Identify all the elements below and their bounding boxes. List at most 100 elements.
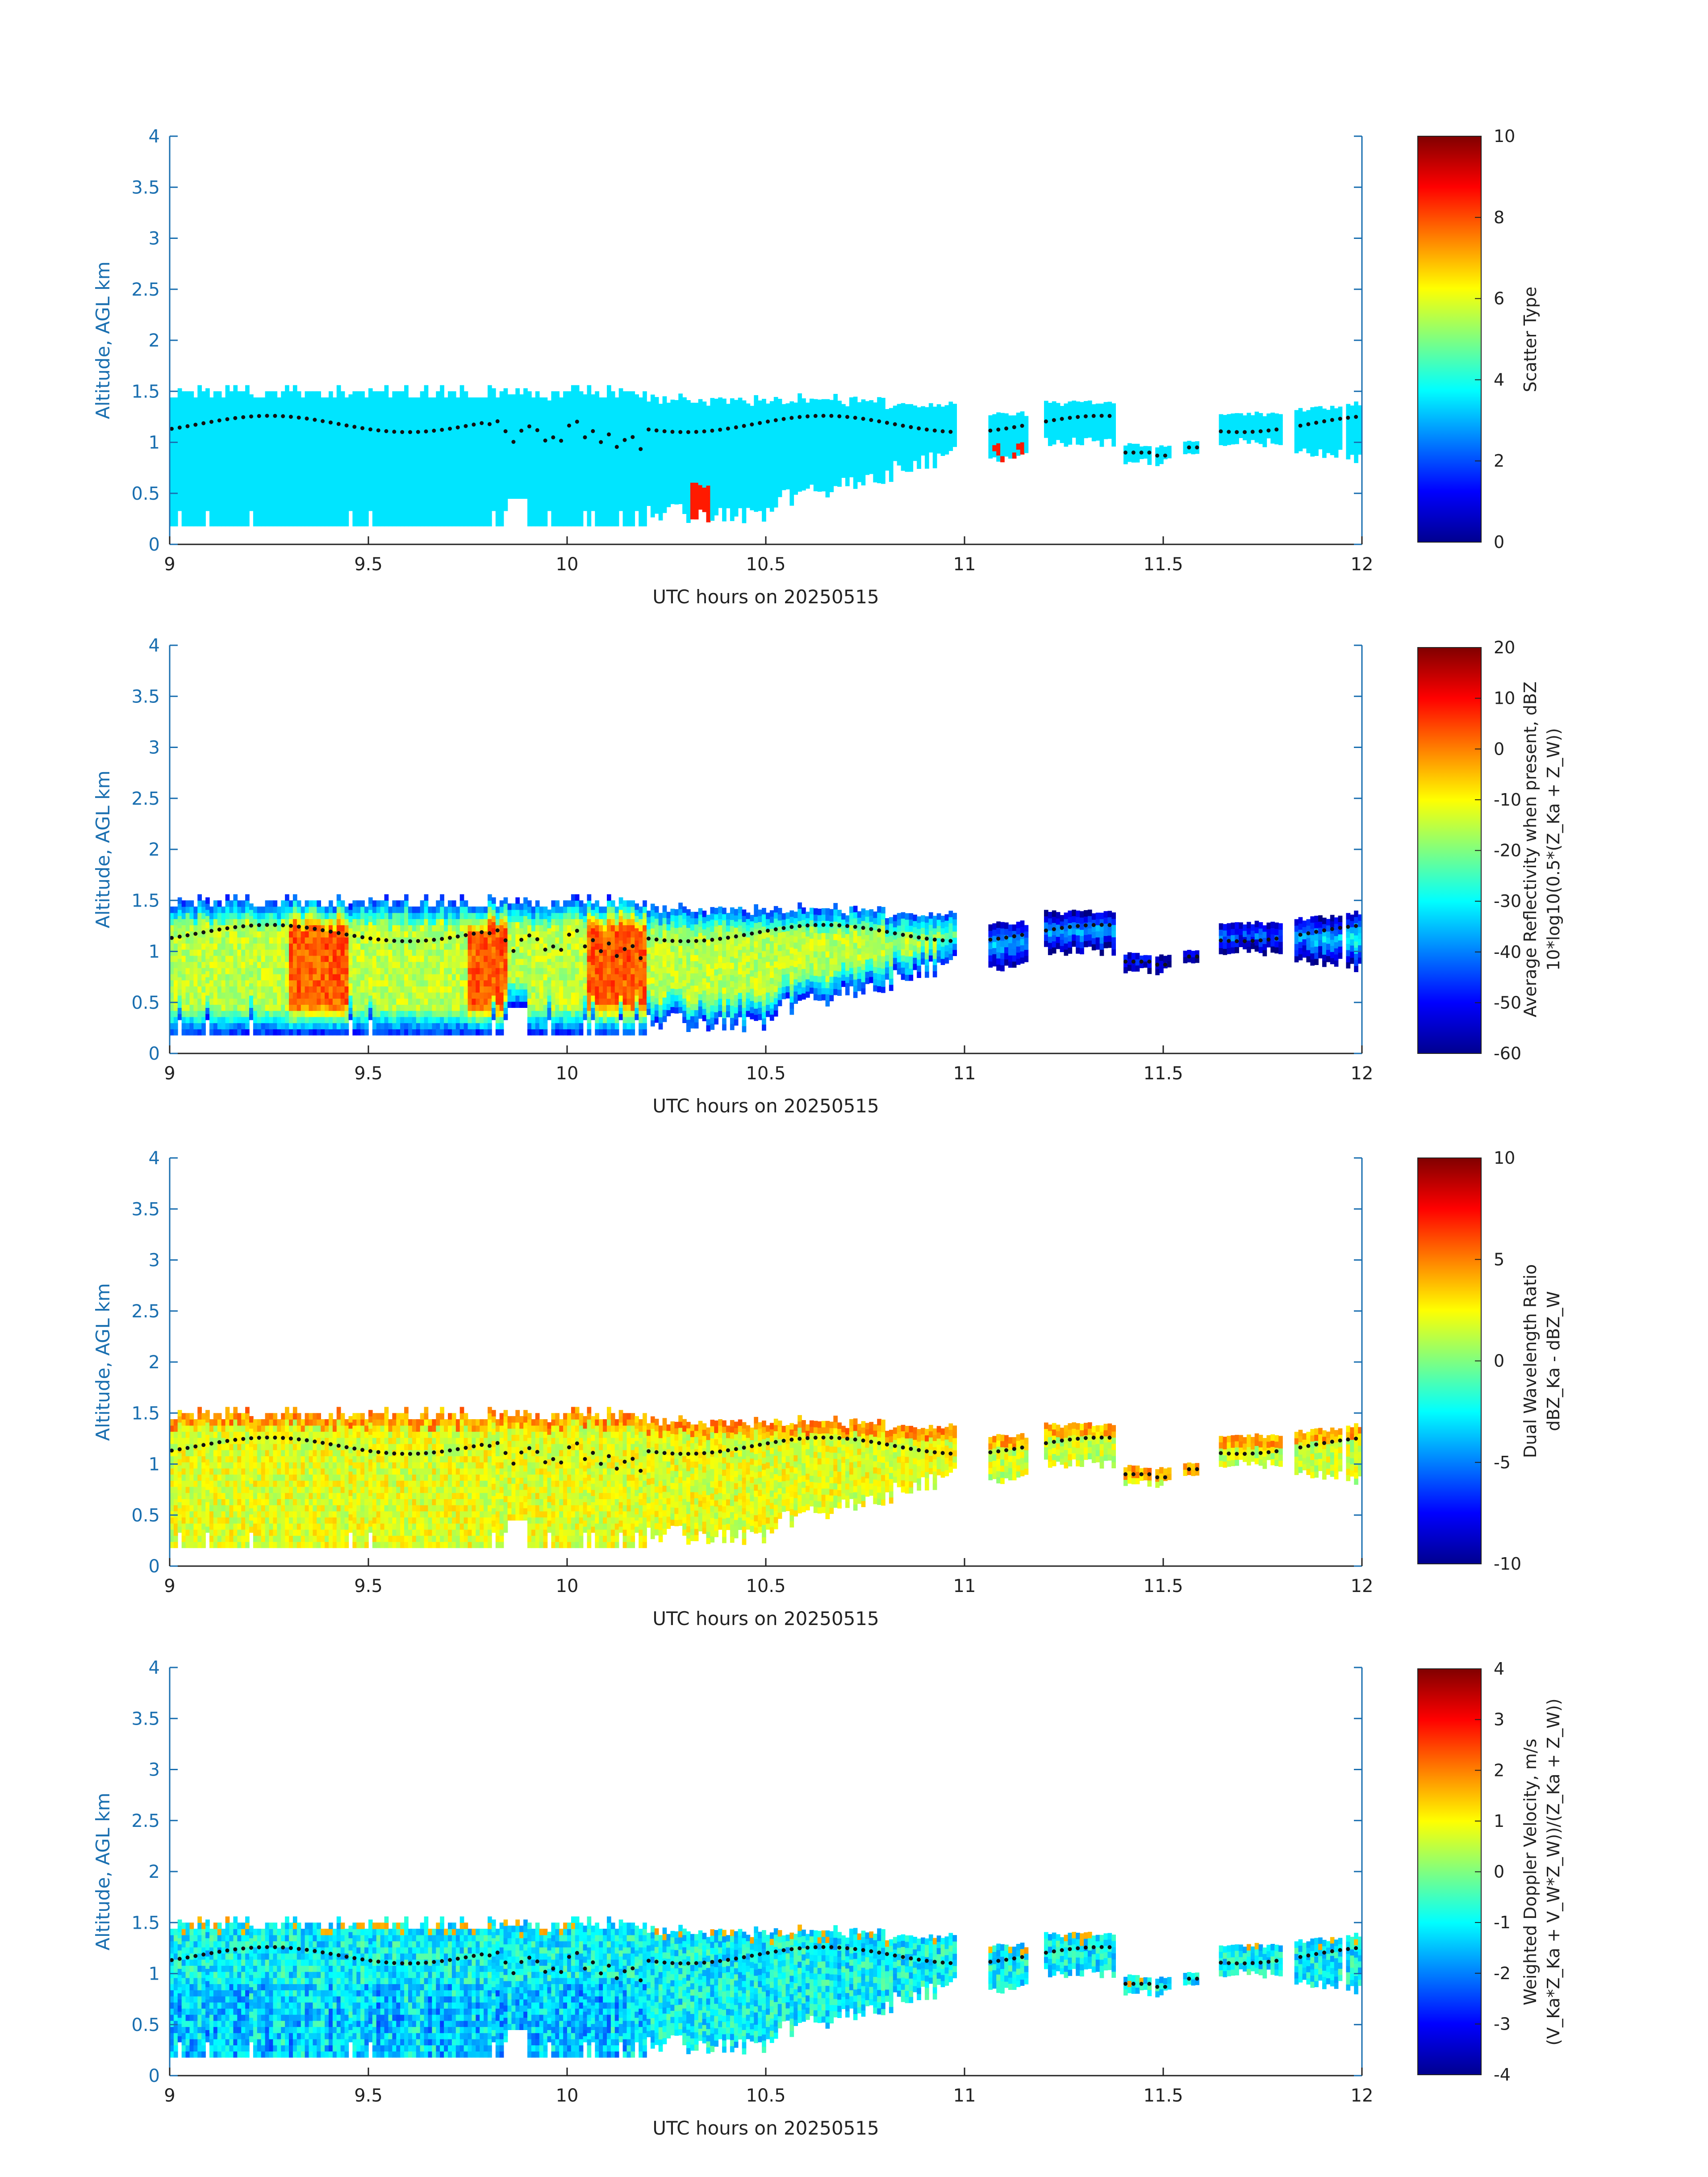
heatmap-cell bbox=[1318, 424, 1323, 431]
heatmap-cell bbox=[237, 907, 242, 913]
heatmap-cell bbox=[241, 968, 246, 974]
heatmap-cell bbox=[277, 440, 281, 447]
cloud-base-dot bbox=[217, 418, 221, 422]
heatmap-cell bbox=[571, 507, 576, 514]
heatmap-cell bbox=[217, 955, 222, 962]
heatmap-cell bbox=[519, 455, 524, 462]
heatmap-cell bbox=[193, 459, 198, 465]
heatmap-cell bbox=[591, 504, 596, 511]
heatmap-cell bbox=[909, 453, 914, 460]
heatmap-cell bbox=[618, 486, 623, 493]
heatmap-cell bbox=[555, 489, 560, 496]
heatmap-cell bbox=[547, 480, 552, 487]
heatmap-cell bbox=[527, 520, 532, 526]
heatmap-cell bbox=[639, 471, 643, 477]
heatmap-cell bbox=[209, 1004, 214, 1011]
heatmap-cell bbox=[555, 422, 560, 429]
heatmap-cell bbox=[614, 434, 619, 441]
heatmap-cell bbox=[321, 477, 325, 484]
heatmap-cell bbox=[217, 937, 222, 944]
heatmap-cell bbox=[336, 403, 341, 410]
heatmap-cell bbox=[1219, 420, 1224, 427]
heatmap-cell bbox=[754, 438, 758, 445]
heatmap-cell bbox=[317, 471, 321, 477]
heatmap-cell bbox=[344, 464, 349, 472]
heatmap-cell bbox=[901, 434, 906, 440]
heatmap-cell bbox=[181, 949, 186, 956]
heatmap-cell bbox=[563, 391, 568, 398]
heatmap-cell bbox=[416, 495, 421, 502]
heatmap-cell bbox=[647, 438, 651, 445]
heatmap-cell bbox=[559, 422, 564, 429]
heatmap-cell bbox=[201, 452, 206, 459]
heatmap-cell bbox=[193, 471, 198, 477]
heatmap-cell bbox=[332, 403, 337, 410]
heatmap-cell bbox=[420, 459, 425, 465]
heatmap-cell bbox=[273, 477, 278, 484]
heatmap-cell bbox=[177, 903, 182, 910]
heatmap-cell bbox=[292, 520, 297, 526]
heatmap-cell bbox=[213, 514, 218, 520]
heatmap-cell bbox=[392, 391, 397, 398]
heatmap-cell bbox=[217, 907, 222, 913]
heatmap-cell bbox=[229, 907, 234, 913]
heatmap-cell bbox=[607, 477, 611, 484]
heatmap-cell bbox=[515, 394, 520, 401]
heatmap-cell bbox=[329, 489, 333, 496]
heatmap-cell bbox=[706, 473, 711, 480]
heatmap-cell bbox=[817, 485, 822, 492]
heatmap-cell bbox=[273, 912, 278, 919]
heatmap-cell bbox=[269, 520, 274, 526]
cloud-base-dot bbox=[328, 420, 333, 425]
heatmap-cell bbox=[563, 434, 568, 441]
heatmap-cell bbox=[436, 428, 440, 435]
heatmap-cell bbox=[277, 992, 281, 999]
heatmap-cell bbox=[1354, 444, 1358, 451]
heatmap-cell bbox=[372, 483, 377, 490]
heatmap-cell bbox=[817, 424, 822, 431]
heatmap-cell bbox=[221, 992, 226, 999]
heatmap-cell bbox=[889, 439, 894, 445]
heatmap-cell bbox=[404, 434, 409, 441]
heatmap-cell bbox=[762, 509, 766, 516]
heatmap-cell bbox=[170, 477, 174, 484]
heatmap-cell bbox=[440, 422, 444, 429]
heatmap-cell bbox=[579, 495, 584, 502]
heatmap-cell bbox=[301, 409, 305, 416]
heatmap-cell bbox=[670, 442, 675, 449]
heatmap-cell bbox=[567, 459, 572, 465]
heatmap-cell bbox=[225, 961, 230, 968]
heatmap-cell bbox=[507, 431, 512, 438]
heatmap-cell bbox=[833, 437, 838, 443]
heatmap-cell bbox=[241, 1004, 246, 1011]
heatmap-cell bbox=[193, 489, 198, 496]
heatmap-cell bbox=[881, 447, 885, 454]
heatmap-cell bbox=[662, 433, 667, 440]
heatmap-cell bbox=[936, 435, 941, 442]
heatmap-cell bbox=[718, 483, 722, 490]
heatmap-cell bbox=[1306, 440, 1311, 447]
cloud-base-dot bbox=[789, 416, 794, 420]
heatmap-cell bbox=[436, 495, 440, 502]
heatmap-cell bbox=[813, 466, 818, 473]
heatmap-cell bbox=[181, 925, 186, 932]
heatmap-cell bbox=[332, 471, 337, 477]
heatmap-cell bbox=[396, 507, 401, 514]
heatmap-cell bbox=[197, 919, 202, 925]
heatmap-cell bbox=[873, 433, 877, 440]
heatmap-cell bbox=[221, 471, 226, 477]
heatmap-cell bbox=[209, 520, 214, 526]
heatmap-cell bbox=[738, 501, 743, 509]
heatmap-cell bbox=[877, 464, 881, 471]
heatmap-cell bbox=[455, 520, 460, 526]
heatmap-cell bbox=[543, 507, 548, 514]
heatmap-cell bbox=[245, 1016, 250, 1024]
heatmap-cell bbox=[181, 446, 186, 453]
heatmap-cell bbox=[396, 422, 401, 429]
heatmap-cell bbox=[742, 443, 747, 450]
heatmap-cell bbox=[658, 514, 663, 521]
heatmap-cell bbox=[746, 409, 751, 416]
heatmap-cell bbox=[221, 489, 226, 496]
heatmap-cell bbox=[285, 403, 289, 410]
heatmap-cell bbox=[416, 471, 421, 477]
